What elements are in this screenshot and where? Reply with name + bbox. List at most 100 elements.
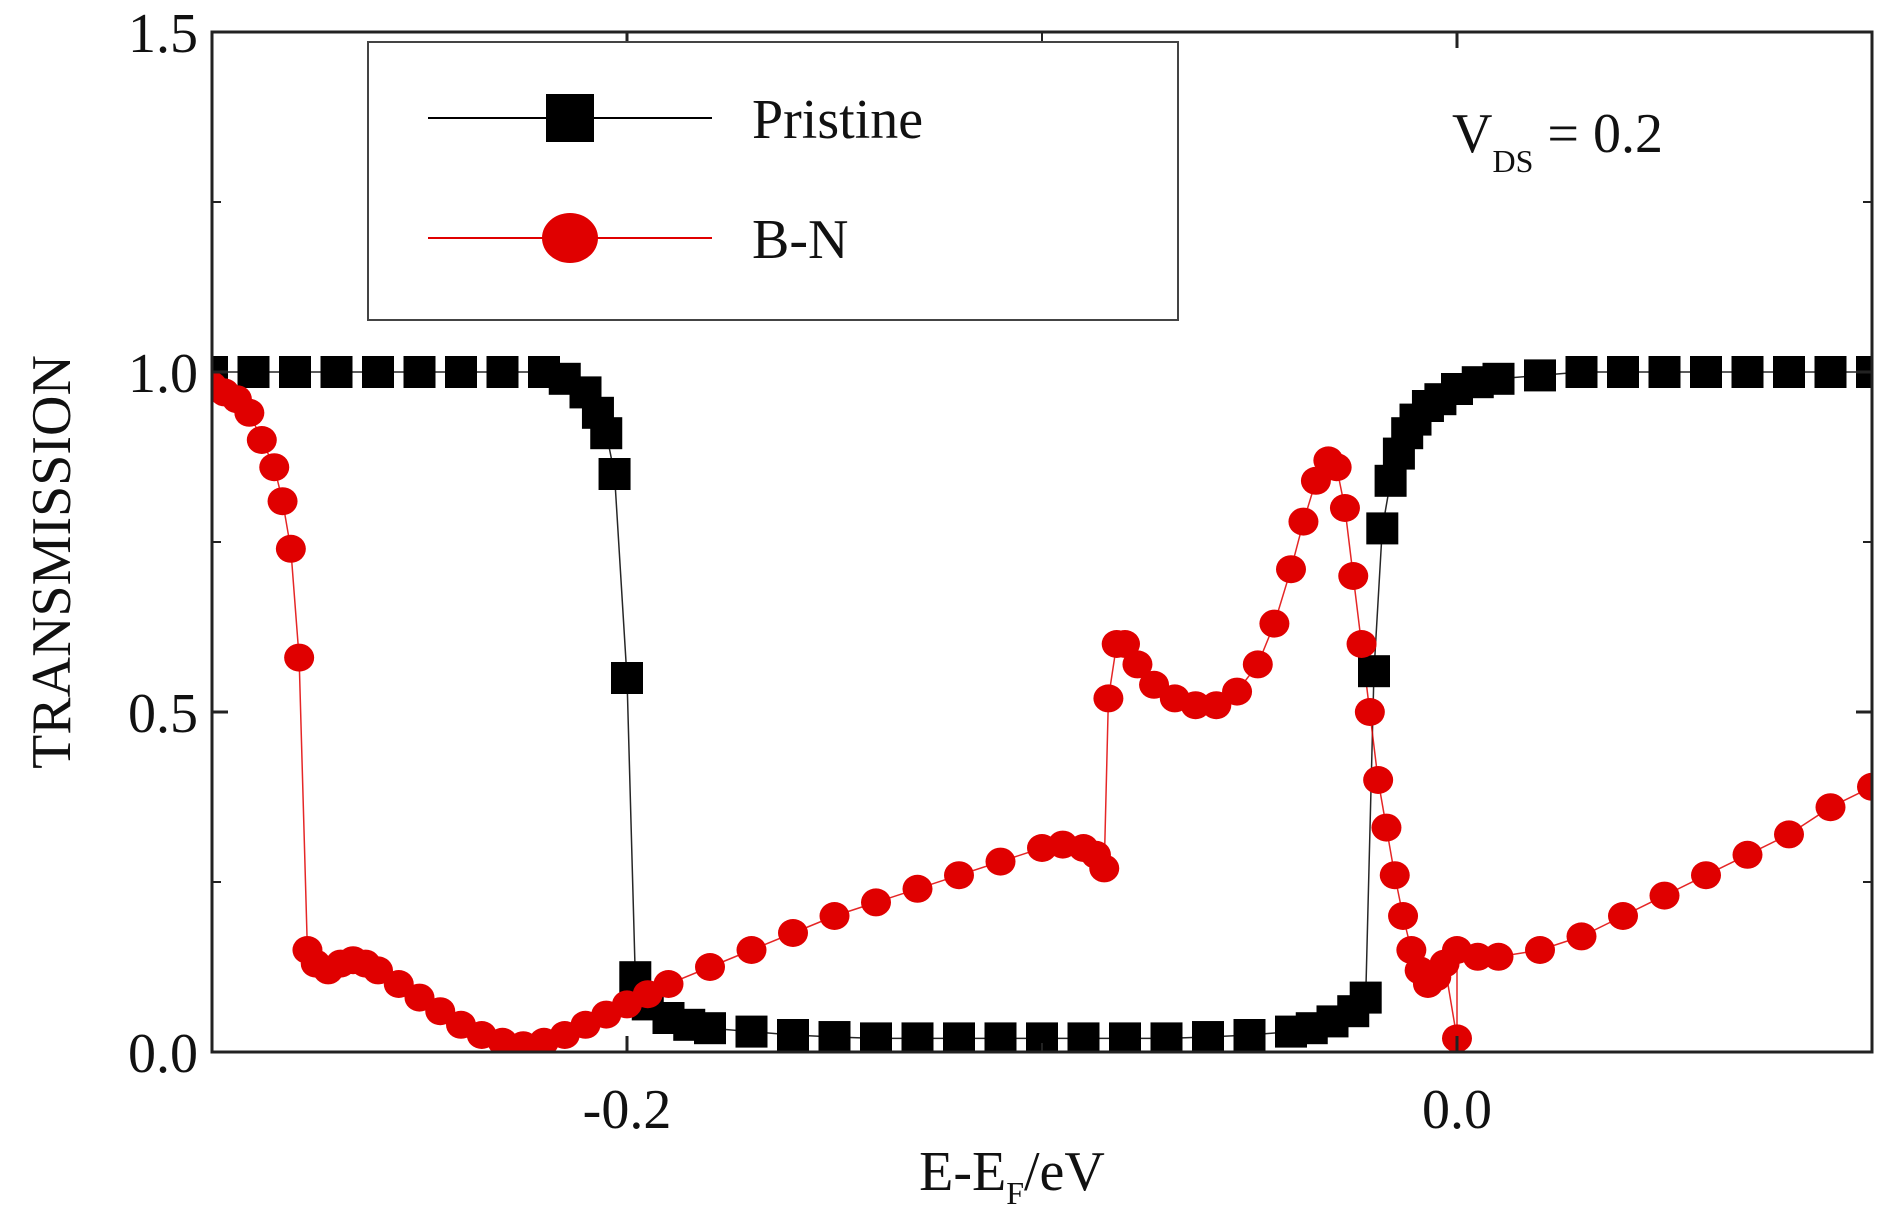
data-point-bn [1338,562,1369,590]
data-point-bn [1566,922,1597,951]
data-point-bn [861,888,891,917]
data-point-bn [985,847,1016,876]
data-point-bn [1363,766,1394,794]
data-point-pristine [1150,1022,1183,1052]
x-axis-title-main: E-E [919,1141,1006,1203]
data-point-pristine [818,1021,851,1052]
data-point-pristine [598,458,631,490]
data-point-bn [1354,698,1385,726]
legend-box [367,41,1179,321]
data-point-pristine [445,356,477,388]
vds-tail: = 0.2 [1533,103,1663,165]
data-point-bn [404,983,435,1012]
data-point-bn [1388,902,1419,930]
data-point-pristine [1192,1021,1224,1052]
data-point-bn [1649,881,1680,910]
data-point-pristine [1773,356,1805,388]
data-point-bn [246,426,277,454]
data-point-bn [1300,466,1331,495]
y-tick-label: 0.5 [128,683,198,745]
data-point-bn [1732,840,1763,869]
y-tick-label: 0.0 [128,1023,198,1085]
legend-marker-bn [542,213,598,263]
x-axis-title-tail: /eV [1024,1141,1105,1203]
data-point-pristine [777,1019,809,1051]
data-point-bn [1122,650,1153,679]
data-point-pristine [237,356,270,388]
data-point-bn [1815,793,1846,822]
data-point-pristine [1109,1022,1141,1052]
legend: Pristine B-N [367,41,1179,321]
data-point-pristine [1524,359,1556,392]
data-point-pristine [735,1015,768,1048]
data-point-bn [1525,936,1555,964]
data-point-pristine [694,1012,726,1045]
vds-sub: DS [1492,143,1533,179]
data-point-bn [902,874,933,903]
data-point-bn [363,956,393,985]
data-point-pristine [362,356,394,388]
data-point-pristine [943,1022,975,1052]
data-point-bn [1259,609,1290,638]
data-point-bn [736,936,767,964]
data-point-bn [267,487,298,516]
data-point-bn [1329,494,1360,522]
data-point-pristine [1349,981,1382,1014]
data-point-bn [1139,670,1170,699]
legend-label-pristine: Pristine [752,89,923,151]
legend-marker-pristine [546,94,594,142]
data-point-bn [1180,691,1211,720]
data-point-pristine [1690,356,1722,388]
data-point-bn [1321,453,1352,482]
data-point-bn [1093,684,1124,713]
data-point-bn [944,861,974,890]
data-point-pristine [1366,512,1399,545]
data-point-pristine [1067,1022,1100,1052]
data-point-bn [1691,861,1721,890]
data-point-bn [425,997,456,1026]
data-point-bn [1774,820,1804,849]
data-point-bn [1222,677,1253,706]
data-point-bn [1857,772,1872,801]
data-point-pristine [1731,356,1764,388]
axis-ticks: 0.0 0.5 1.0 1.5 -0.2 0.0 [128,3,1872,1141]
data-point-bn [259,453,290,482]
data-point-bn [653,970,684,998]
data-point-bn [275,534,306,563]
data-point-bn [819,902,850,930]
vds-annotation: VDS = 0.2 [1452,103,1663,179]
data-point-pristine [486,356,519,388]
data-point-bn [234,398,265,427]
y-tick-label: 1.5 [128,3,198,65]
data-point-bn [1608,902,1638,930]
data-point-pristine [1482,362,1515,395]
data-point-pristine [320,356,353,388]
y-axis-title: TRANSMISSION [21,355,83,769]
series-layer [212,356,1872,1052]
data-point-pristine [1607,356,1639,388]
plot-area [212,356,1872,1052]
data-point-pristine [611,662,643,694]
data-point-pristine [984,1022,1017,1052]
data-point-bn [1483,942,1514,971]
data-point-bn [1379,861,1410,890]
data-point-pristine [590,417,623,450]
data-point-bn [383,970,414,998]
vds-main: V [1452,103,1492,165]
data-point-bn [284,643,315,672]
data-point-pristine [403,356,436,388]
data-point-bn [1462,942,1493,971]
data-point-bn [778,919,808,947]
x-tick-label: -0.2 [583,1079,672,1141]
data-point-pristine [901,1022,934,1052]
data-point-pristine [1358,655,1390,688]
x-tick-label: 0.0 [1422,1079,1492,1141]
data-point-pristine [860,1022,892,1052]
data-point-pristine [1374,464,1407,497]
data-point-bn [1242,650,1273,679]
data-point-bn [1110,630,1140,658]
data-point-pristine [279,356,311,388]
legend-label-bn: B-N [752,209,848,271]
data-point-bn [1371,813,1402,842]
